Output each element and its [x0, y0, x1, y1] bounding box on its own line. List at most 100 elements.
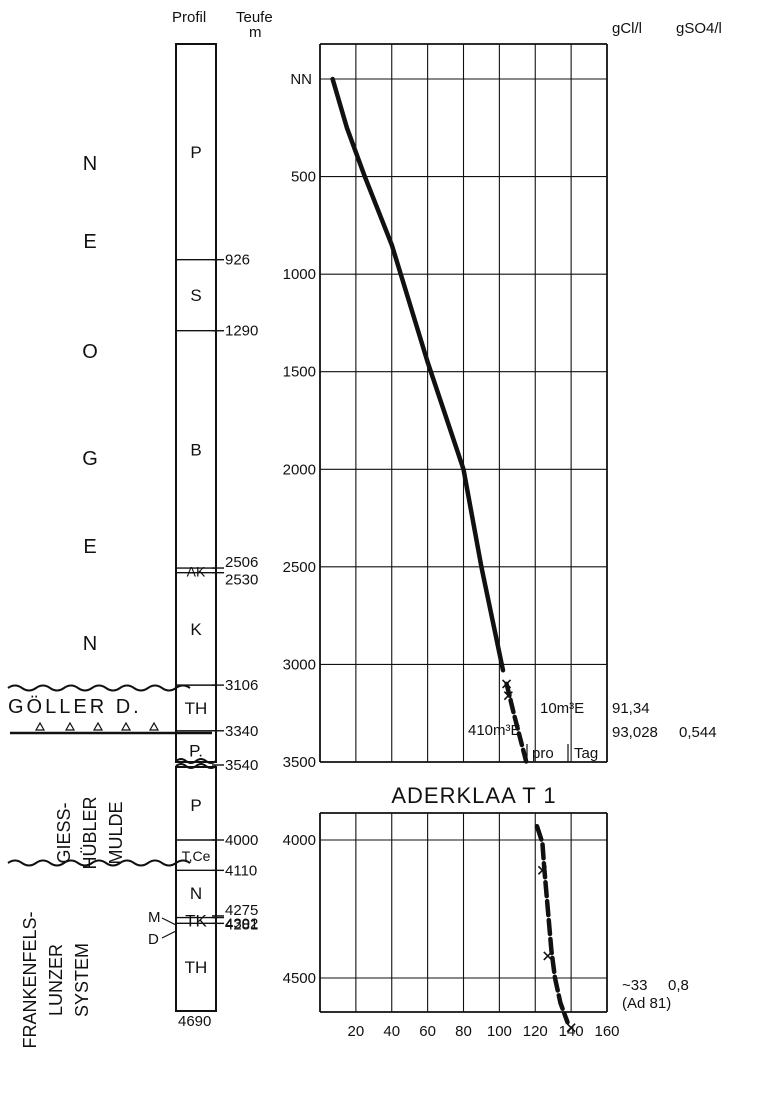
lower-so4-value: 0,8	[668, 977, 689, 994]
wavy-boundary-3106	[7, 684, 191, 692]
upper-y-tick-label: 1500	[283, 364, 316, 381]
x-tick-label: 140	[559, 1023, 584, 1040]
upper-y-tick-label: 2500	[283, 559, 316, 576]
profile-unit-label: P	[190, 143, 201, 162]
upper-panel-y-ticks: NN 500 1000 1500 2000 2500 3000 3500	[283, 71, 316, 771]
upper-series-line	[504, 681, 529, 765]
x-tick-label: 80	[455, 1023, 472, 1040]
annotation-tag: Tag	[574, 745, 598, 762]
x-tick-label: 120	[523, 1023, 548, 1040]
depth-markers: 9261290250625303106334035404000411042754…	[178, 252, 258, 1030]
depth-marker-label: 4281	[225, 917, 258, 934]
neogen-letter: N	[83, 153, 97, 175]
giesshuebler-line: MULDE	[106, 801, 126, 864]
profile-unit-label: P	[190, 796, 201, 815]
side-mark-d: D	[148, 931, 159, 948]
neogen-letter: E	[83, 536, 96, 558]
x-tick-label: 100	[487, 1023, 512, 1040]
profile-unit-label: AK	[187, 563, 206, 579]
lower-panel-grid	[319, 812, 608, 1013]
frankenfels-line: SYSTEM	[72, 943, 92, 1017]
side-mark-leader	[161, 917, 177, 939]
upper-panel-grid	[319, 43, 608, 763]
depth-marker-label: 3106	[225, 677, 258, 694]
profile-units: P S B AK K TH P. P T,Ce N TK TH	[176, 143, 216, 977]
giesshuebler-line: GIESS-	[54, 802, 74, 863]
neogen-letter: G	[82, 448, 98, 470]
depth-unit: m	[249, 24, 262, 41]
depth-marker-label: 2530	[225, 572, 258, 589]
giesshuebler-line: HÜBLER	[80, 796, 100, 869]
profile-unit-label: K	[190, 620, 202, 639]
upper-y-tick-label: 3000	[283, 656, 316, 673]
sample-marker	[503, 691, 513, 701]
upper-y-tick-label: NN	[290, 71, 312, 88]
sample-label-10m3e: 10m³E	[540, 700, 584, 717]
depth-marker-label: 3340	[225, 723, 258, 740]
neogen-letter: O	[82, 341, 98, 363]
depth-marker-label: 2506	[225, 554, 258, 571]
profile-unit-label: B	[190, 440, 201, 459]
upper-y-tick-label: 1000	[283, 266, 316, 283]
sample-marker	[501, 679, 512, 689]
goeller-triangles	[34, 721, 160, 731]
sample-so4-value-2: 0,544	[679, 724, 717, 741]
depth-marker-label: 4110	[225, 862, 257, 879]
upper-y-tick-label: 2000	[283, 461, 316, 478]
profile-unit-label: T,Ce	[182, 848, 211, 864]
profile-unit-label: TK	[185, 911, 207, 930]
profile-unit-label: P.	[189, 741, 203, 760]
depth-marker-label: 1290	[225, 323, 258, 340]
so4-unit-header: gSO4/l	[676, 20, 722, 37]
giesshuebler-label: GIESS- HÜBLER MULDE	[54, 796, 126, 869]
lower-y-tick-label: 4000	[283, 832, 316, 849]
depth-header: Teufe	[236, 9, 273, 26]
annotation-dividers	[526, 744, 569, 762]
goeller-label: GÖLLER D.	[8, 696, 142, 718]
side-mark-m: M	[148, 909, 161, 926]
depth-marker-label: 4690	[178, 1013, 211, 1030]
lower-series-line	[534, 823, 570, 1025]
sample-cl-value-1: 91,34	[612, 700, 650, 717]
profile-unit-label: TH	[185, 958, 208, 977]
sample-marker	[543, 951, 553, 961]
profile-unit-label: S	[190, 286, 201, 305]
profile-column	[175, 43, 217, 1012]
lower-cl-value: ~33	[622, 977, 647, 994]
depth-marker-label: 4275	[225, 902, 258, 919]
x-tick-label: 160	[594, 1023, 619, 1040]
sample-cl-value-2: 93,028	[612, 724, 658, 741]
frankenfels-label: FRANKENFELS- LUNZER SYSTEM	[20, 911, 92, 1048]
profile-unit-label: TH	[185, 699, 208, 718]
upper-series-line	[330, 76, 506, 673]
sample-marker	[566, 1023, 576, 1033]
chart-title: ADERKLAA T 1	[391, 783, 556, 808]
x-axis-ticks: 20 40 60 80 100 120 140 160	[348, 1023, 620, 1040]
depth-marker-label: 3540	[225, 757, 258, 774]
neogen-label: N E O G E N	[82, 153, 98, 655]
depth-marker-label: 4302	[225, 915, 258, 932]
depth-marker-label: 4000	[225, 832, 258, 849]
frankenfels-line: LUNZER	[46, 944, 66, 1016]
x-tick-label: 20	[348, 1023, 365, 1040]
chart-samples	[501, 679, 576, 1033]
upper-y-tick-label: 500	[291, 169, 316, 186]
cl-unit-header: gCl/l	[612, 20, 642, 37]
frankenfels-line: FRANKENFELS-	[20, 911, 40, 1048]
wavy-boundary-4110	[7, 859, 191, 867]
x-tick-label: 40	[383, 1023, 400, 1040]
sample-label-410m3e: 410m³E	[468, 722, 521, 739]
sample-marker	[537, 865, 547, 875]
neogen-letter: N	[83, 633, 97, 655]
annotation-pro: pro	[532, 745, 554, 762]
lower-source: (Ad 81)	[622, 995, 671, 1012]
neogen-letter: E	[83, 231, 96, 253]
lower-y-tick-label: 4500	[283, 970, 316, 987]
x-tick-label: 60	[419, 1023, 436, 1040]
profile-header: Profil	[172, 9, 206, 26]
depth-marker-label: 926	[225, 252, 250, 269]
upper-y-tick-label: 3500	[283, 754, 316, 771]
chart-series	[330, 76, 570, 1025]
profile-column-upper	[175, 43, 217, 763]
